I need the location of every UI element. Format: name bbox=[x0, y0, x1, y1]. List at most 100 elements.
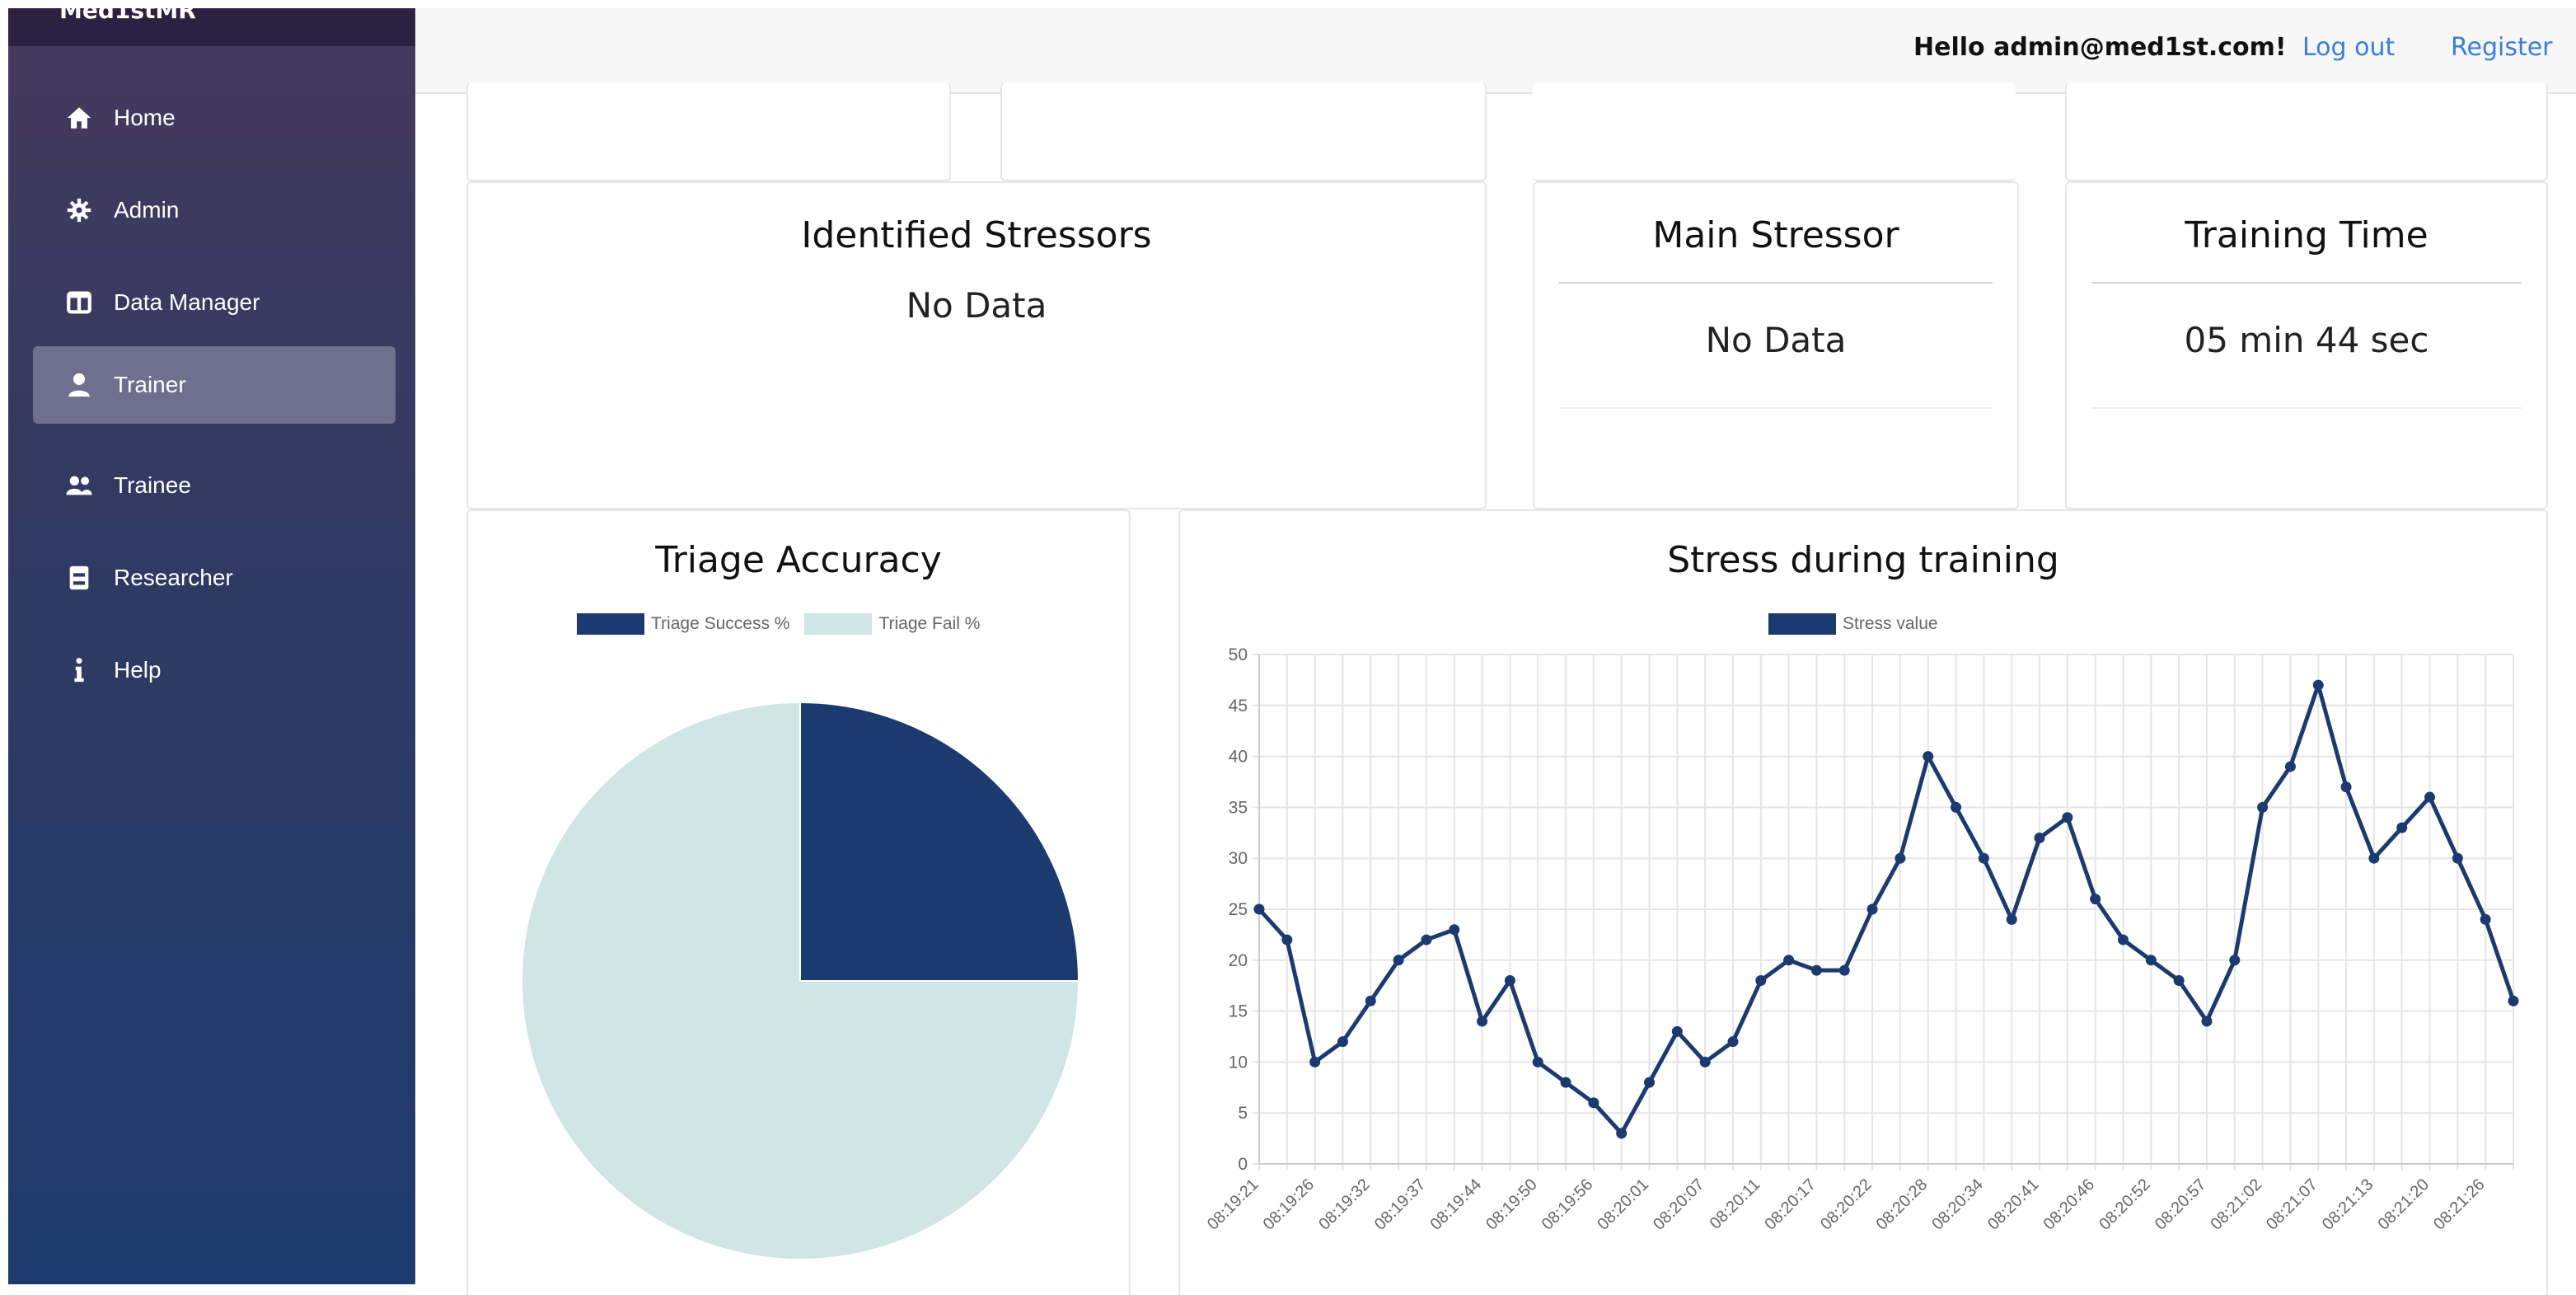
x-tick-label: 08:19:44 bbox=[1427, 1175, 1486, 1234]
data-point bbox=[1838, 964, 1850, 976]
pie-chart bbox=[521, 701, 1080, 1260]
sidebar-item-label: Data Manager bbox=[114, 289, 260, 315]
x-tick-label: 08:20:11 bbox=[1707, 1175, 1764, 1233]
data-point bbox=[2368, 852, 2380, 864]
y-tick-label: 50 bbox=[1229, 645, 1248, 664]
legend-label: Triage Success % bbox=[651, 614, 790, 633]
card-title: Main Stressor bbox=[1652, 214, 1899, 256]
data-point bbox=[1616, 1128, 1628, 1139]
register-link[interactable]: Register bbox=[2451, 33, 2553, 62]
y-tick-label: 30 bbox=[1229, 849, 1248, 868]
sidebar-item-trainer[interactable]: Trainer bbox=[33, 346, 396, 424]
y-tick-label: 15 bbox=[1229, 1002, 1248, 1021]
columns-icon bbox=[61, 284, 97, 321]
x-tick-label: 08:21:26 bbox=[2430, 1175, 2489, 1234]
chart-legend: Stress value bbox=[1768, 613, 1938, 635]
y-tick-label: 5 bbox=[1238, 1104, 1248, 1123]
data-point bbox=[2062, 812, 2073, 823]
sidebar-item-help[interactable]: Help bbox=[33, 631, 396, 709]
x-tick-label: 08:20:28 bbox=[1873, 1175, 1932, 1234]
data-point bbox=[1810, 964, 1822, 976]
sidebar-item-label: Admin bbox=[114, 197, 180, 223]
data-point bbox=[1755, 975, 1767, 987]
x-tick-label: 08:21:07 bbox=[2263, 1175, 2321, 1234]
data-point bbox=[1253, 903, 1265, 915]
x-tick-label: 08:20:52 bbox=[2096, 1175, 2154, 1234]
data-point bbox=[1365, 995, 1376, 1006]
data-point bbox=[2229, 955, 2241, 966]
data-point bbox=[2006, 913, 2017, 925]
card-value: No Data bbox=[906, 285, 1047, 326]
x-tick-label: 08:20:07 bbox=[1650, 1175, 1708, 1234]
sidebar-brand: Med1stMR bbox=[8, 8, 415, 46]
card-title: Training Time bbox=[2185, 214, 2428, 256]
data-point bbox=[1560, 1077, 1571, 1088]
y-tick-label: 45 bbox=[1229, 697, 1248, 716]
sidebar-item-label: Home bbox=[114, 105, 176, 130]
stress-chart-card: Stress during training Stress value 0 5 10… bbox=[1178, 509, 2548, 1295]
x-tick-label: 08:19:32 bbox=[1315, 1175, 1374, 1234]
data-point bbox=[1309, 1056, 1321, 1067]
user-icon bbox=[61, 367, 97, 403]
sidebar-item-trainee[interactable]: Trainee bbox=[33, 447, 396, 524]
x-tick-label: 08:21:02 bbox=[2208, 1175, 2266, 1234]
data-point bbox=[2508, 995, 2519, 1006]
card-partial bbox=[1533, 82, 2016, 181]
pie-slice-success bbox=[799, 701, 1080, 982]
sidebar-item-home[interactable]: Home bbox=[33, 79, 396, 157]
data-point bbox=[1671, 1025, 1683, 1037]
divider bbox=[2091, 282, 2522, 284]
gear-icon bbox=[61, 192, 97, 228]
x-tick-label: 08:20:46 bbox=[2040, 1175, 2099, 1234]
triage-accuracy-card: Triage Accuracy Triage Success % Triage … bbox=[466, 509, 1131, 1295]
y-tick-label: 0 bbox=[1238, 1155, 1248, 1174]
data-point bbox=[2424, 791, 2436, 803]
data-point bbox=[1477, 1016, 1488, 1027]
x-tick-label: 08:20:41 bbox=[1984, 1175, 2043, 1234]
data-point bbox=[2284, 761, 2296, 772]
divider bbox=[2091, 407, 2522, 409]
brand-name: Med1stMR bbox=[59, 8, 196, 24]
chart-title: Stress during training bbox=[1667, 539, 2059, 581]
data-point bbox=[2173, 975, 2185, 987]
card-title: Identified Stressors bbox=[801, 214, 1152, 256]
y-tick-label: 10 bbox=[1229, 1053, 1248, 1072]
logout-link[interactable]: Log out bbox=[2302, 33, 2396, 62]
card-partial bbox=[466, 82, 951, 181]
data-point bbox=[1337, 1036, 1348, 1048]
card-value: 05 min 44 sec bbox=[2184, 320, 2429, 360]
sidebar-item-researcher[interactable]: Researcher bbox=[33, 539, 396, 617]
x-tick-label: 08:20:17 bbox=[1761, 1175, 1820, 1234]
card-value: No Data bbox=[1705, 320, 1847, 360]
y-tick-label: 20 bbox=[1229, 951, 1248, 970]
training-time-card: Training Time 05 min 44 sec bbox=[2065, 181, 2548, 509]
x-tick-label: 08:21:20 bbox=[2374, 1175, 2433, 1234]
identified-stressors-card: Identified Stressors No Data bbox=[466, 181, 1487, 509]
data-point bbox=[1923, 751, 1934, 762]
sidebar-item-label: Trainee bbox=[114, 472, 191, 498]
divider bbox=[1559, 407, 1993, 409]
main-stressor-card: Main Stressor No Data bbox=[1533, 181, 2019, 509]
line-chart: 0510152025303540455008:19:2108:19:2608:1… bbox=[1204, 645, 2519, 1234]
book-icon bbox=[61, 560, 97, 596]
sidebar-item-label: Researcher bbox=[114, 565, 233, 590]
sidebar-item-admin[interactable]: Admin bbox=[33, 171, 396, 249]
card-partial bbox=[2065, 82, 2548, 181]
top-bar: Hello admin@med1st.com! Log out Register bbox=[415, 8, 2576, 94]
x-tick-label: 08:20:22 bbox=[1817, 1175, 1876, 1234]
data-point bbox=[2117, 934, 2129, 945]
legend-swatch bbox=[804, 613, 873, 635]
data-point bbox=[1504, 975, 1515, 987]
data-point bbox=[2396, 822, 2408, 833]
legend-swatch bbox=[577, 613, 644, 635]
data-point bbox=[1951, 801, 1962, 813]
x-tick-label: 08:20:57 bbox=[2152, 1175, 2210, 1234]
y-tick-label: 25 bbox=[1229, 900, 1248, 919]
data-point bbox=[2257, 801, 2269, 813]
sidebar-item-data-manager[interactable]: Data Manager bbox=[33, 264, 396, 341]
info-icon bbox=[61, 652, 97, 688]
data-point bbox=[2480, 913, 2491, 925]
x-tick-label: 08:20:34 bbox=[1928, 1175, 1987, 1234]
x-tick-label: 08:19:56 bbox=[1539, 1175, 1597, 1234]
data-point bbox=[2145, 955, 2157, 966]
